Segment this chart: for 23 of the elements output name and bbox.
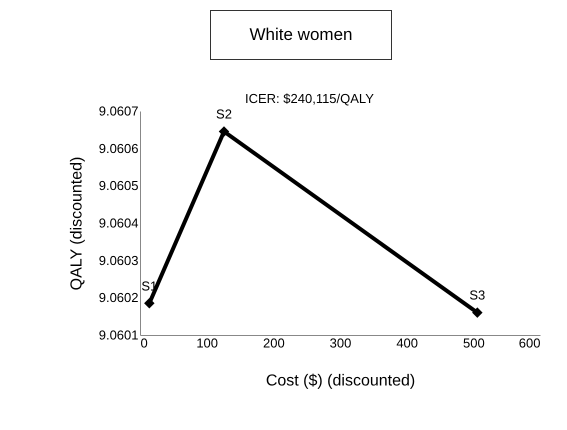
- y-tick-label: 9.0603: [98, 252, 138, 268]
- chart-title: White women: [210, 10, 392, 60]
- y-tick-label: 9.0605: [98, 178, 138, 194]
- x-axis-title: Cost ($) (discounted): [266, 372, 416, 390]
- x-tick-label: 0: [140, 336, 148, 350]
- y-tick-label: 9.0606: [98, 140, 138, 156]
- text: ICER: $240,115/QALY: [245, 91, 374, 106]
- y-tick-label: 9.0601: [98, 328, 138, 342]
- x-tick-label: 200: [262, 336, 285, 350]
- y-tick-label: 9.0604: [98, 216, 138, 230]
- point: [472, 307, 483, 318]
- y-tick-label: 9.0607: [98, 104, 138, 118]
- y-tick-label: 9.0602: [98, 290, 138, 306]
- x-tick-label: 600: [518, 336, 540, 350]
- x-tick-label: 300: [330, 336, 352, 350]
- y-axis-title: QALY (discounted): [68, 156, 86, 290]
- annotation: S2: [216, 106, 232, 122]
- x-tick-label: 500: [462, 336, 485, 350]
- x-tick-label: 100: [196, 336, 218, 350]
- annotation: S3: [469, 288, 486, 303]
- point: [218, 126, 230, 137]
- x-tick-label: 400: [396, 336, 418, 350]
- point: [144, 298, 155, 309]
